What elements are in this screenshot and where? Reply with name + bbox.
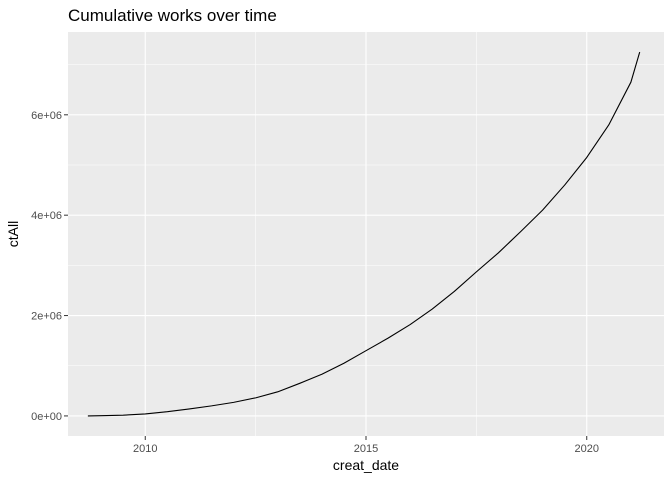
y-axis-title: ctAll	[5, 221, 21, 247]
series-layer	[87, 51, 641, 417]
x-axis-title: creat_date	[333, 457, 399, 473]
y-tick-label: 0e+00	[31, 411, 62, 423]
x-tick-label: 2020	[574, 443, 598, 455]
chart-title: Cumulative works over time	[68, 6, 277, 25]
y-tick-label: 4e+06	[31, 210, 62, 222]
x-tick-label: 2010	[133, 443, 157, 455]
x-tick-label: 2015	[354, 443, 378, 455]
y-tick-label: 6e+06	[31, 110, 62, 122]
series-line	[87, 51, 641, 417]
axis-ticks: 2010 2015 2020 0e+00 2e+06 4e+06 6e+06	[31, 110, 599, 455]
grid-lines	[68, 32, 664, 436]
y-tick-label: 2e+06	[31, 311, 62, 323]
